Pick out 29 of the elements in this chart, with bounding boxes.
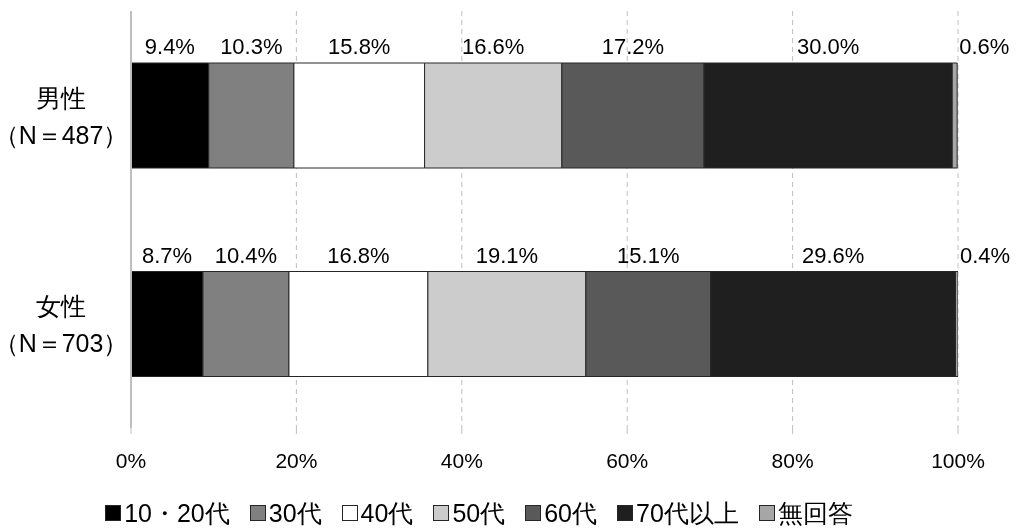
data-label: 0.4% [960, 242, 1011, 268]
legend-label: 60代 [544, 497, 598, 529]
x-tick-label: 20% [275, 448, 318, 472]
data-label: 8.7% [141, 242, 193, 268]
legend-label: 30代 [268, 497, 322, 529]
data-label: 16.6% [462, 34, 525, 59]
data-label: 29.6% [801, 242, 865, 268]
x-tick-label: 80% [771, 448, 814, 472]
data-label: 19.1% [475, 242, 539, 268]
x-tick-label: 40% [440, 448, 483, 472]
data-label: 9.4% [144, 34, 195, 59]
data-label: 15.1% [617, 242, 680, 268]
data-label: 30.0% [796, 34, 860, 59]
legend-label: 10・20代 [124, 497, 230, 529]
data-label: 16.8% [327, 242, 390, 268]
legend-label: 40代 [360, 497, 414, 529]
data-label: 0.6% [959, 34, 1010, 59]
x-tick-label: 60% [606, 448, 649, 472]
legend-label: 50代 [452, 497, 506, 529]
data-label: 15.8% [328, 34, 391, 59]
y-tick-label: 男性（N＝487） [0, 83, 129, 149]
data-label: 10.3% [220, 34, 283, 59]
x-tick-label: 0% [115, 448, 147, 472]
data-label: 17.2% [601, 34, 665, 59]
data-label: 10.4% [214, 242, 278, 268]
legend-label: 70代以上 [636, 497, 739, 529]
x-tick-label: 100% [931, 448, 985, 472]
legend-label: 無回答 [777, 497, 853, 529]
y-tick-label: 女性（N＝703） [0, 292, 129, 358]
